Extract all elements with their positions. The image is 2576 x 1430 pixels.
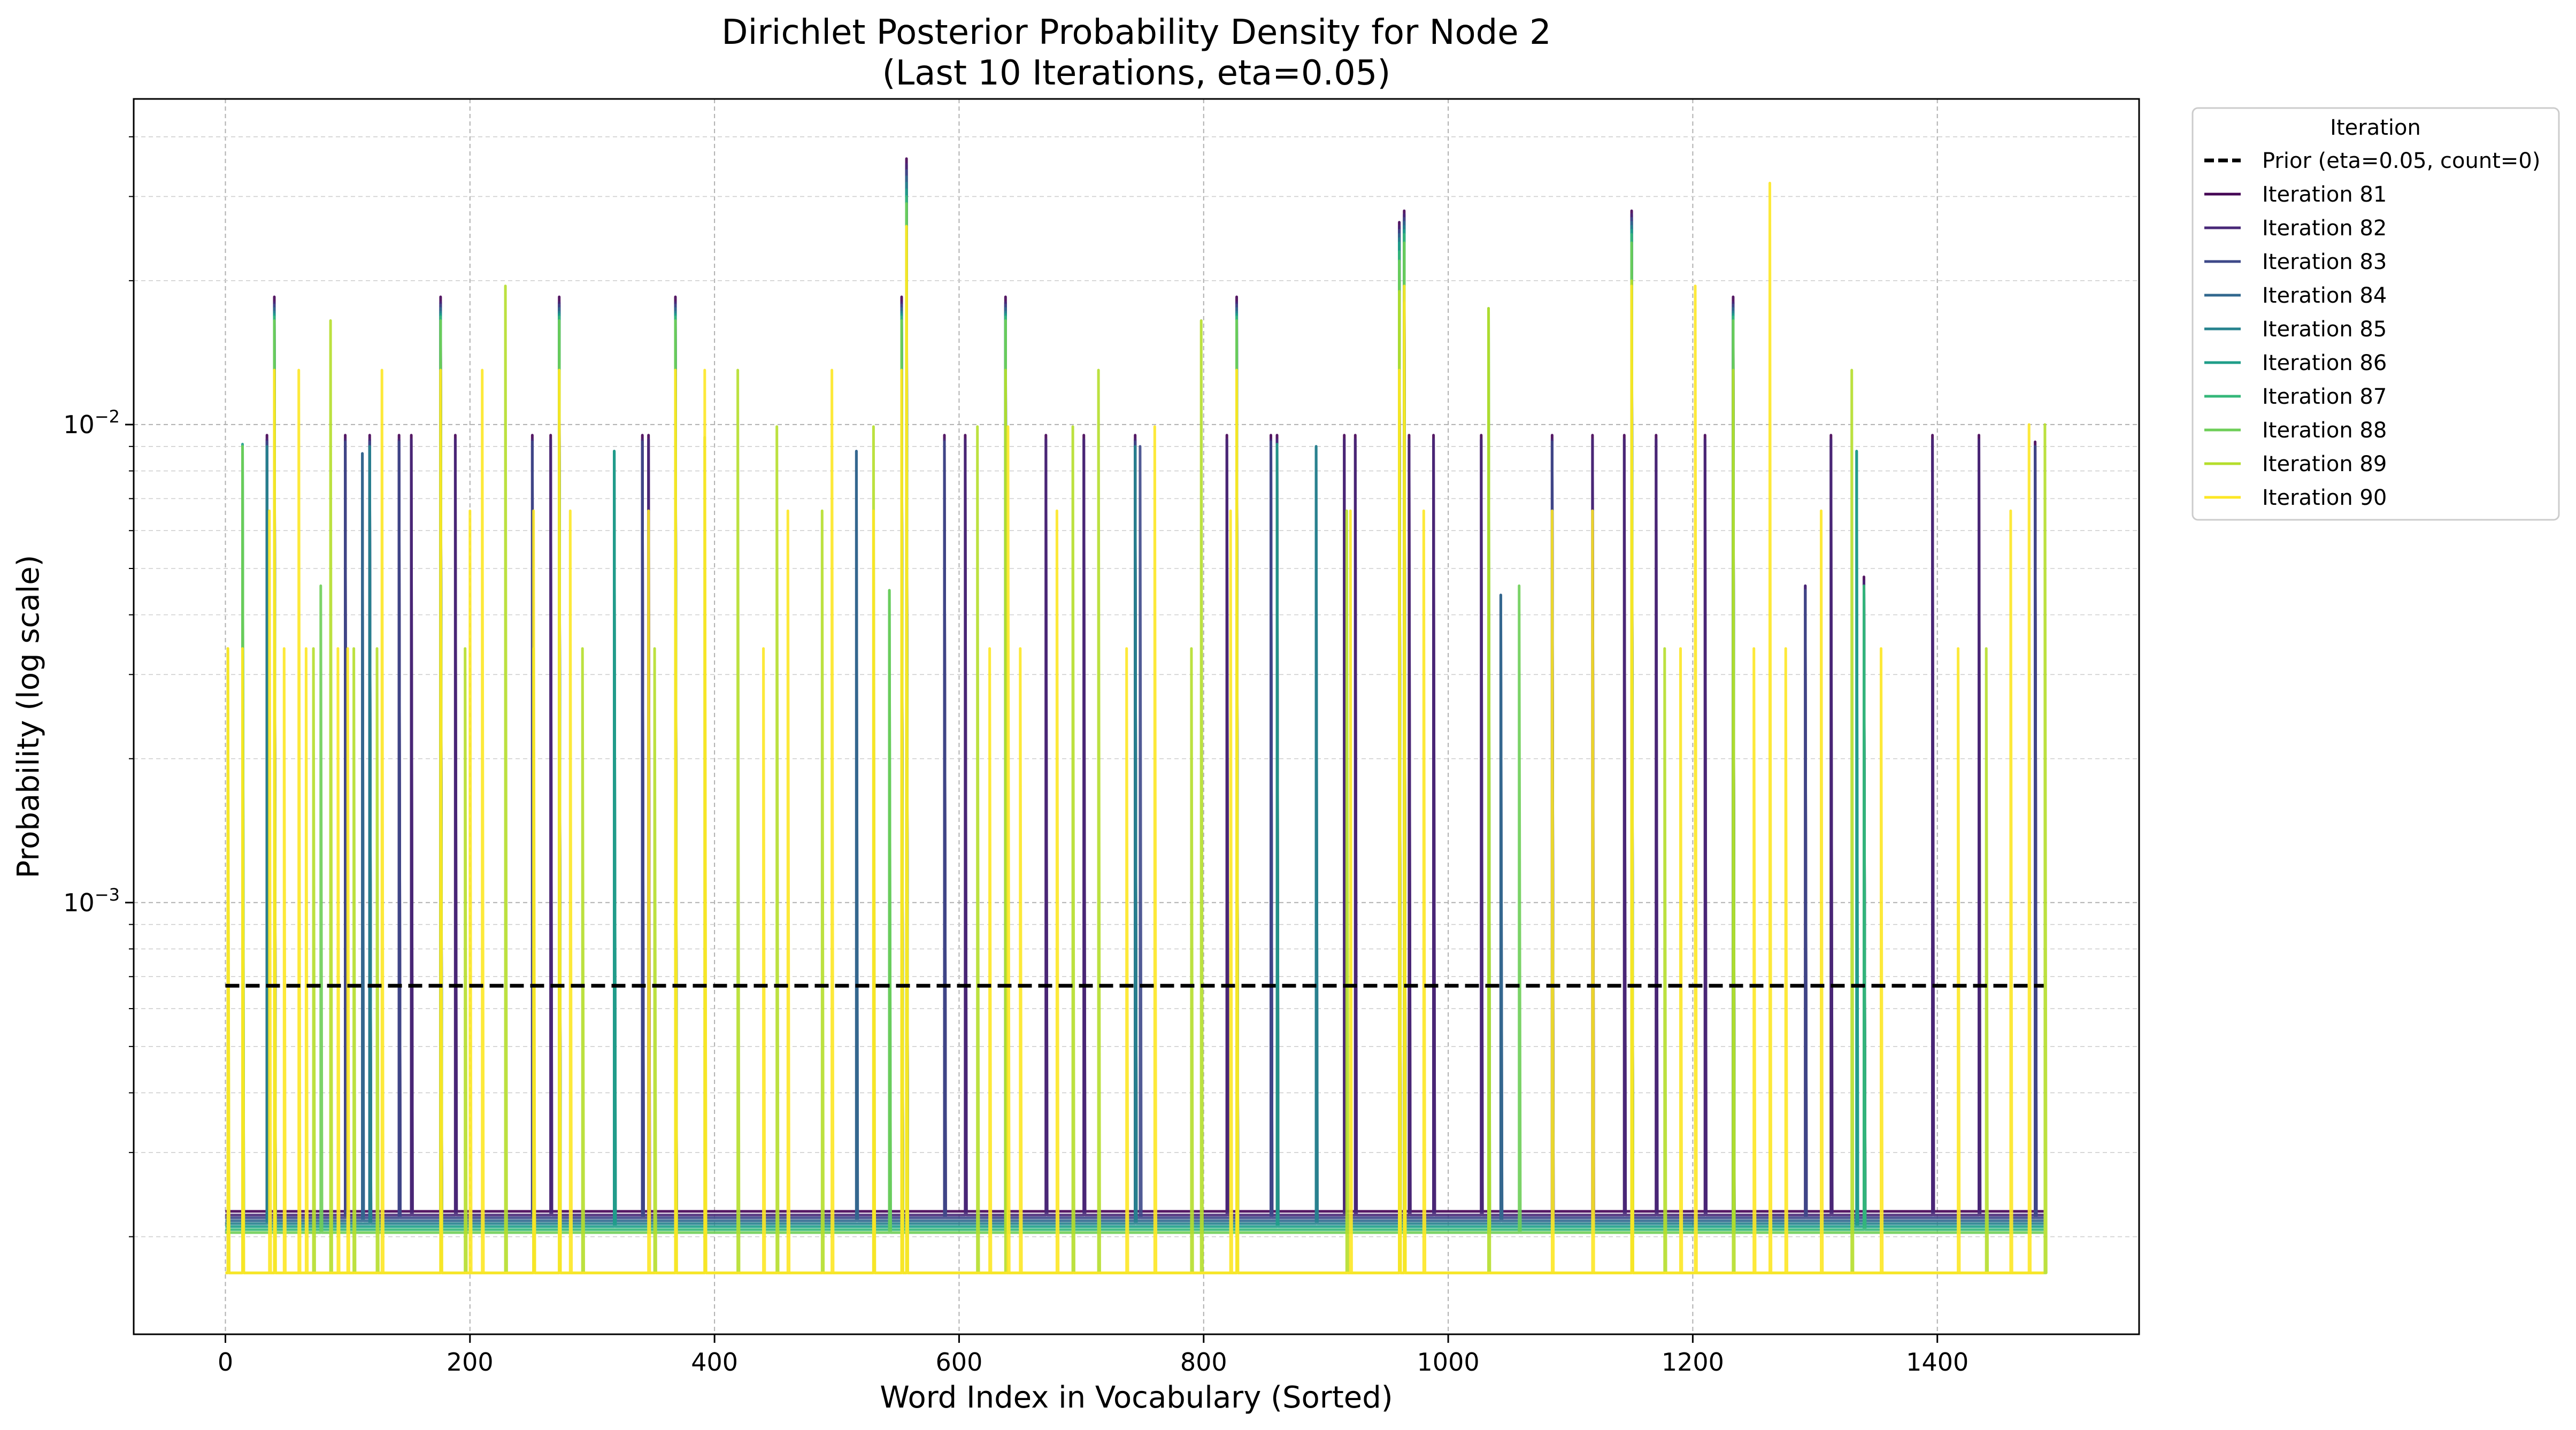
legend: Iteration Prior (eta=0.05, count=0) Itera… <box>2191 107 2560 521</box>
legend-series-label: Iteration 90 <box>2262 486 2387 510</box>
y-tick-label: 10−2 <box>63 406 120 439</box>
legend-series-label: Iteration 81 <box>2262 182 2387 207</box>
x-tick-label: 0 <box>218 1348 233 1377</box>
legend-series-label: Iteration 84 <box>2262 283 2387 308</box>
legend-prior-label: Prior (eta=0.05, count=0) <box>2262 149 2540 173</box>
series-line-10 <box>225 181 2044 1274</box>
x-tick-label: 1200 <box>1662 1348 1724 1377</box>
series-lines <box>225 157 2048 1274</box>
x-tick-label: 800 <box>1180 1348 1227 1377</box>
legend-box <box>2191 107 2560 521</box>
x-tick-label: 200 <box>447 1348 494 1377</box>
y-axis-label: Probability (log scale) <box>11 555 46 879</box>
legend-series-label: Iteration 87 <box>2262 385 2387 409</box>
series-line-9 <box>225 225 2048 1274</box>
chart-title-line1: Dirichlet Posterior Probability Density … <box>721 13 1551 52</box>
x-tick-label: 1400 <box>1906 1348 1968 1377</box>
chart-title-line2: (Last 10 Iterations, eta=0.05) <box>882 53 1391 93</box>
y-tick-label: 10−3 <box>63 885 120 917</box>
legend-series-label: Iteration 88 <box>2262 418 2387 443</box>
legend-series-label: Iteration 86 <box>2262 351 2387 375</box>
x-tick-label: 1000 <box>1417 1348 1480 1377</box>
legend-series-label: Iteration 89 <box>2262 452 2387 476</box>
x-axis-label: Word Index in Vocabulary (Sorted) <box>880 1380 1393 1415</box>
x-axis-ticks: 0 200 400 600 800 1000 1200 1400 <box>218 1334 1968 1377</box>
legend-title: Iteration <box>2330 116 2421 140</box>
x-tick-label: 600 <box>936 1348 983 1377</box>
series-line-8 <box>225 202 2044 1234</box>
legend-series-label: Iteration 85 <box>2262 317 2387 342</box>
legend-series-label: Iteration 82 <box>2262 216 2387 241</box>
legend-series-label: Iteration 83 <box>2262 250 2387 274</box>
y-axis-ticks: 10−3 10−2 <box>63 136 134 1237</box>
x-tick-label: 400 <box>691 1348 738 1377</box>
plot-frame <box>133 98 2140 1335</box>
